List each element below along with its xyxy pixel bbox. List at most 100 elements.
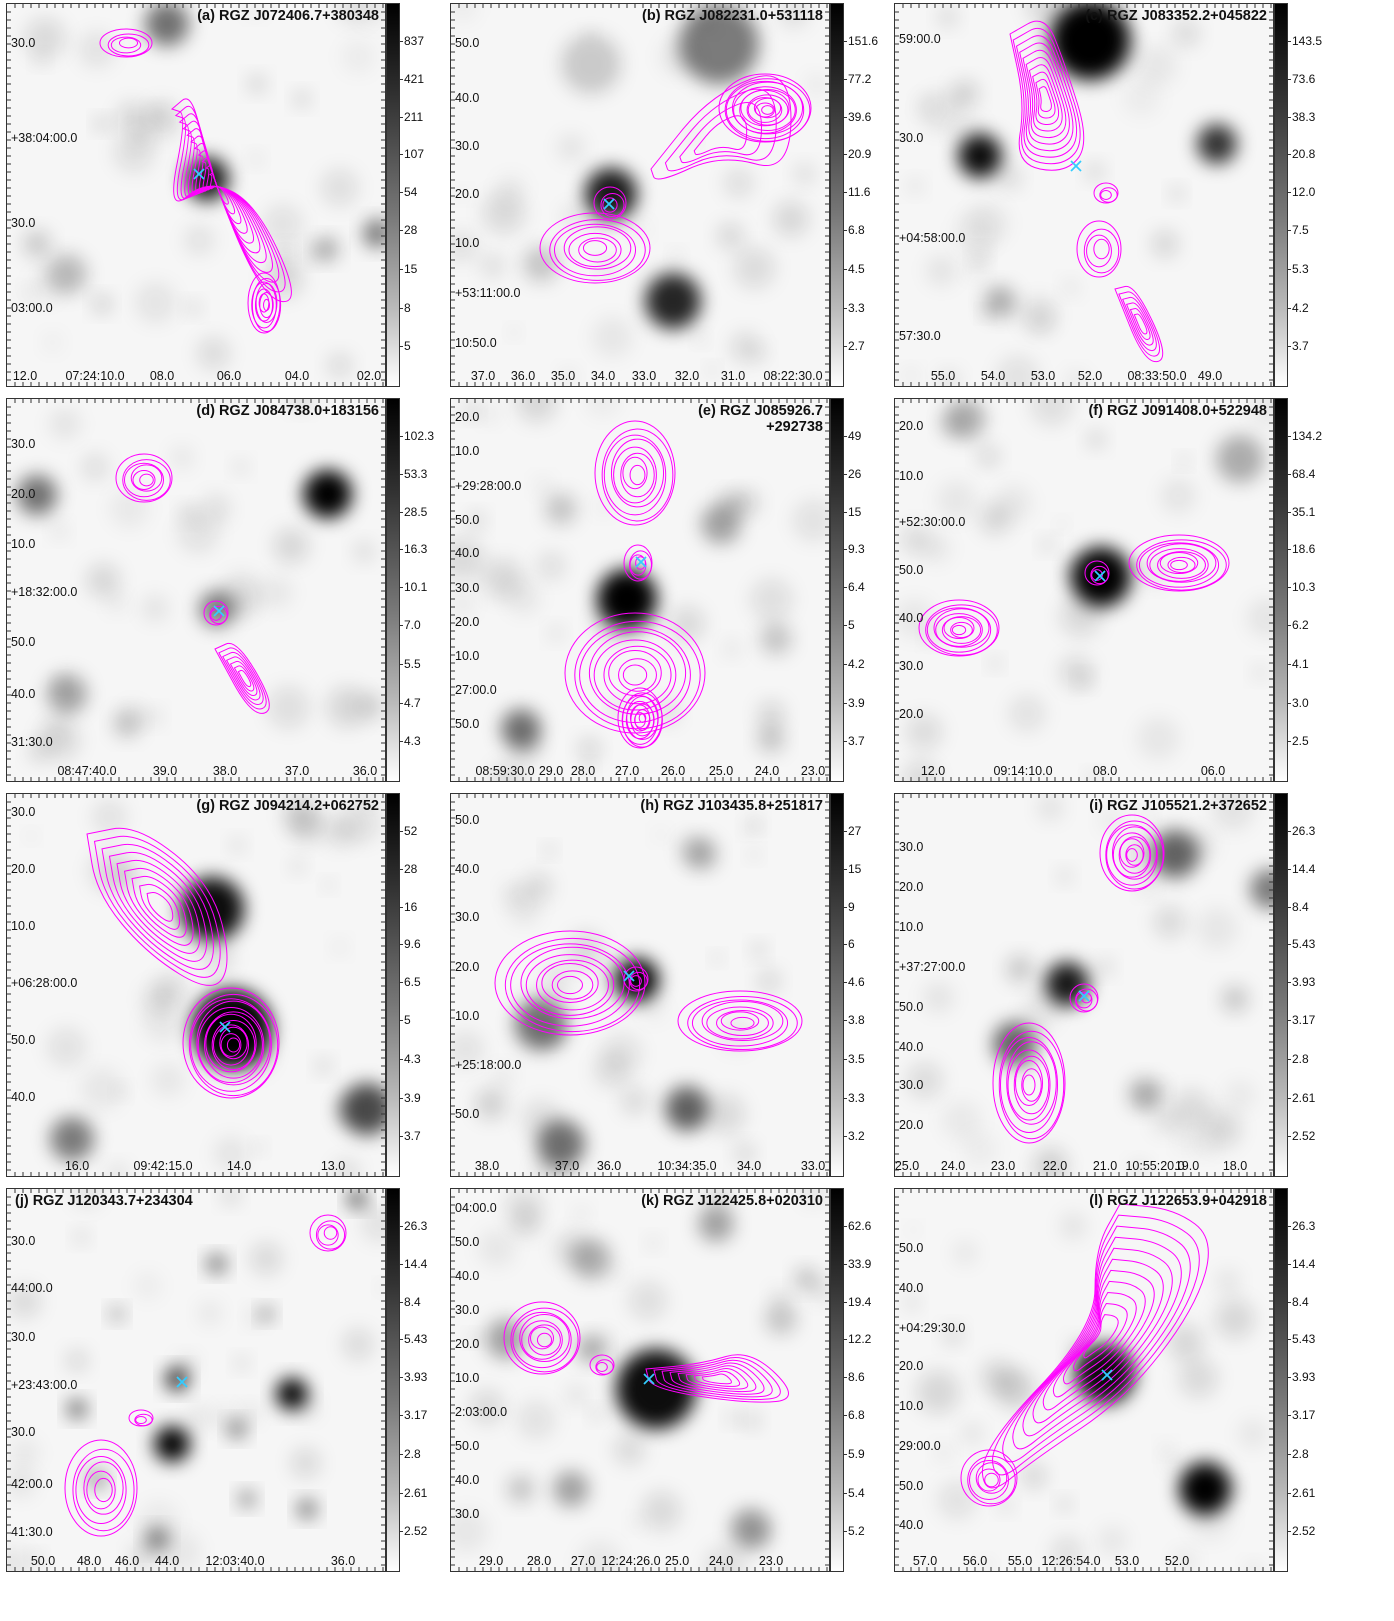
- dec-tick-label: 10.0: [11, 537, 36, 551]
- optical-source: [475, 1088, 507, 1120]
- radio-contours: [128, 1409, 154, 1427]
- background-noise: [962, 1131, 998, 1167]
- optical-source: [23, 230, 51, 258]
- contour-level: [64, 1439, 138, 1537]
- colorbar-tick-label: 2.61: [1287, 1486, 1316, 1500]
- contour-level: [86, 827, 228, 986]
- contour-level: [603, 434, 667, 516]
- radio-contours: [203, 600, 229, 626]
- background-noise: [1056, 867, 1074, 885]
- optical-source: [1129, 1078, 1161, 1110]
- background-noise: [706, 363, 719, 376]
- dec-tick-label: 20.0: [455, 1337, 480, 1351]
- contour-level: [706, 1006, 774, 1040]
- contour-level: [132, 470, 156, 490]
- colorbar-tick-label: 9.6: [400, 937, 421, 951]
- colorbar-tick-label: 14.4: [1287, 1257, 1316, 1271]
- colorbar: [830, 3, 844, 387]
- dec-tick-label: 40.0: [899, 1040, 924, 1054]
- contour-level: [259, 291, 274, 319]
- background-noise: [654, 698, 681, 725]
- background-noise: [778, 4, 809, 29]
- panel-title: (a) RGZ J072406.7+380348: [197, 8, 379, 24]
- background-noise: [7, 1284, 42, 1319]
- ra-tick-label: 19.0: [1174, 1159, 1200, 1173]
- background-noise: [976, 444, 1001, 469]
- optical-source: [47, 674, 87, 714]
- background-noise: [185, 299, 202, 317]
- colorbar-tick-label: 6.2: [1288, 618, 1309, 632]
- background-noise: [248, 151, 264, 167]
- background-noise: [232, 458, 250, 476]
- optical-source: [94, 116, 110, 132]
- background-noise: [492, 1064, 515, 1088]
- optical-source: [1179, 1463, 1231, 1515]
- optical-source: [1221, 985, 1249, 1013]
- contour-level: [1149, 548, 1209, 582]
- optical-source: [685, 838, 717, 870]
- optical-source: [507, 1475, 535, 1503]
- background-noise: [245, 4, 266, 18]
- contour-level: [679, 102, 763, 164]
- optical-image: [895, 794, 1273, 1176]
- dec-tick-label: 31:30.0: [11, 735, 53, 749]
- contour-level: [1032, 1258, 1164, 1424]
- background-noise: [253, 1141, 266, 1154]
- background-noise: [451, 537, 485, 581]
- background-noise: [1177, 454, 1191, 468]
- optical-image: [7, 399, 385, 781]
- colorbar-tick-label: 421: [399, 72, 425, 86]
- dec-tick-label: 10.0: [899, 920, 924, 934]
- contour-level: [1015, 1060, 1043, 1106]
- image-frame: (c) RGZ J083352.2+045822 59:00.0 30.0 +04:5…: [894, 3, 1274, 387]
- optical-source: [701, 504, 741, 544]
- contour-level: [123, 867, 194, 946]
- colorbar-tick-label: 15: [843, 505, 862, 519]
- ra-tick-label: 25.0: [708, 764, 734, 778]
- background-noise: [995, 355, 1040, 386]
- background-noise: [902, 367, 920, 385]
- image-frame: (i) RGZ J105521.2+372652 30.0 20.0 10.0 +37:…: [894, 793, 1274, 1177]
- contour-level: [747, 97, 783, 123]
- colorbar-tick-label: 5.43: [1287, 1332, 1316, 1346]
- image-frame: (g) RGZ J094214.2+062752 30.0 20.0 10.0 +06:…: [6, 793, 386, 1177]
- radio-contours: [1076, 220, 1122, 278]
- radio-contours: [645, 1354, 789, 1403]
- background-noise: [19, 285, 36, 303]
- contour-level: [731, 81, 804, 135]
- colorbar-tick-label: 3.9: [844, 696, 865, 710]
- contour-level: [1091, 569, 1103, 581]
- dec-tick-label: 40.0: [455, 862, 480, 876]
- ra-tick-label: 54.0: [980, 369, 1006, 383]
- dec-tick-label: 30.0: [11, 216, 36, 230]
- ra-tick-label: 46.0: [114, 1554, 140, 1568]
- colorbar-tick-label: 18.6: [1287, 542, 1316, 556]
- optical-image: [895, 1189, 1273, 1571]
- background-noise: [1227, 1481, 1243, 1497]
- contour-level: [75, 1456, 127, 1524]
- contour-level: [1013, 1055, 1050, 1115]
- colorbar: [1274, 398, 1288, 782]
- contour-level: [701, 1000, 784, 1042]
- colorbar-tick-label: 3.3: [844, 1091, 865, 1105]
- contour-level: [536, 959, 609, 1011]
- colorbar-tick-label: 134.2: [1287, 429, 1323, 443]
- contour-level: [204, 1011, 263, 1079]
- contour-level: [574, 620, 701, 730]
- colorbar-tick-label: 5.9: [844, 1447, 865, 1461]
- ra-tick-label: 55.0: [1007, 1554, 1033, 1568]
- contour-level: [1167, 556, 1196, 574]
- image-frame: (j) RGZ J120343.7+234304 30.0 44:00.0 30.0 +…: [6, 1188, 386, 1572]
- background-noise: [645, 1235, 661, 1251]
- colorbar-tick-label: 8.4: [400, 1295, 421, 1309]
- background-noise: [505, 1189, 545, 1226]
- contour-level: [251, 277, 282, 333]
- background-noise: [469, 1389, 505, 1425]
- contour-level: [568, 232, 622, 268]
- colorbar-tick-label: 9.3: [844, 542, 865, 556]
- optical-source: [207, 1254, 227, 1274]
- ra-tick-label: 27.0: [614, 764, 640, 778]
- dec-tick-label: 20.0: [455, 187, 480, 201]
- background-noise: [357, 691, 385, 721]
- colorbar-tick-label: 38.3: [1287, 110, 1316, 124]
